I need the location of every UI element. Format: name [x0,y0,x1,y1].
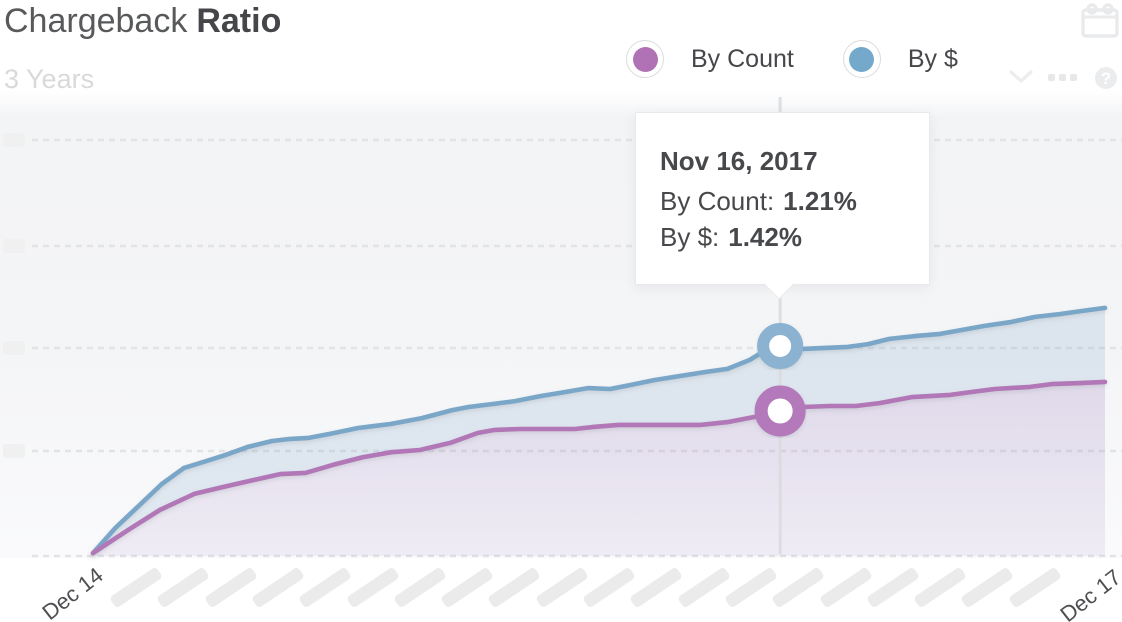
legend-label-by-dollar: By $ [907,44,958,73]
by-dollar-line [90,305,1108,556]
legend-item-by-dollar[interactable]: By $ [842,40,958,78]
calendar-icon[interactable] [1079,1,1121,44]
legend-label-by-count: By Count [691,44,794,73]
tooltip-by-count-label: By Count: [660,186,775,216]
y-tick-placeholder [3,133,25,147]
y-tick-placeholder [3,341,25,355]
y-tick-placeholder [3,239,25,253]
by-dollar-dot-icon [849,46,875,72]
tooltip-by-dollar-label: By $: [660,222,720,252]
date-range-label: 3 Years [4,64,95,94]
help-icon[interactable]: ? [1095,67,1117,89]
page-title: Chargeback Ratio [4,2,281,41]
tooltip-by-dollar-value: 1.42% [728,222,802,252]
y-tick-placeholder [3,444,25,458]
tooltip-row-by-count: By Count: 1.21% [660,186,905,217]
tooltip-date: Nov 16, 2017 [660,146,818,176]
by-count-swatch [626,40,664,78]
by-count-line [90,379,1108,556]
by-count-dot-icon [632,46,658,72]
by-dollar-marker [757,323,804,370]
chart-legend: By Count By $ [626,40,958,78]
tooltip-row-by-dollar: By $: 1.42% [660,222,905,253]
chevron-down-icon[interactable] [1007,66,1035,91]
by-dollar-area [93,307,1105,554]
by-count-marker [754,385,806,437]
title-light: Chargeback [4,2,188,40]
legend-item-by-count[interactable]: By Count [626,40,794,78]
by-dollar-swatch [842,40,881,78]
title-bold: Ratio [196,2,282,40]
by-count-area [93,381,1105,556]
chart-tooltip: Nov 16, 2017 By Count: 1.21% By $: 1.42% [635,112,930,300]
tooltip-by-count-value: 1.21% [783,186,857,216]
ellipsis-menu-icon[interactable] [1048,74,1077,81]
